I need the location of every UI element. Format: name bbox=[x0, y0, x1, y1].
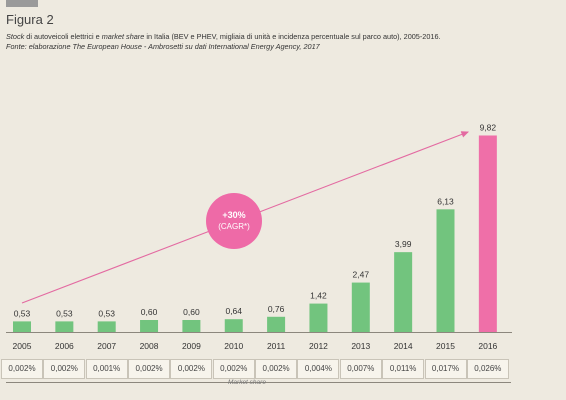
subtitle-part: di autoveicoli elettrici e bbox=[24, 32, 102, 41]
value-label-2013: 2,47 bbox=[353, 270, 370, 280]
bar-2015 bbox=[436, 209, 455, 332]
figure-source: Fonte: elaborazione The European House -… bbox=[6, 42, 320, 51]
header-accent-bar bbox=[6, 0, 38, 7]
value-label-2006: 0,53 bbox=[56, 308, 73, 318]
tick-label-2005: 2005 bbox=[13, 341, 32, 351]
bar-2011 bbox=[267, 316, 286, 332]
market-share-cell-2015: 0,017% bbox=[424, 359, 467, 379]
market-share-cell-2009: 0,002% bbox=[170, 359, 213, 379]
value-label-2008: 0,60 bbox=[141, 307, 158, 317]
bar-2007 bbox=[97, 321, 116, 332]
value-label-2014: 3,99 bbox=[395, 239, 412, 249]
tick-label-2007: 2007 bbox=[97, 341, 116, 351]
bar-2016 bbox=[478, 135, 497, 332]
tick-label-2011: 2011 bbox=[267, 341, 286, 351]
market-share-divider bbox=[6, 382, 511, 383]
value-label-2007: 0,53 bbox=[98, 308, 115, 318]
market-share-cell-2006: 0,002% bbox=[43, 359, 86, 379]
value-label-2016: 9,82 bbox=[480, 122, 497, 132]
tick-label-2012: 2012 bbox=[309, 341, 328, 351]
value-label-2005: 0,53 bbox=[14, 308, 31, 318]
tick-label-2015: 2015 bbox=[436, 341, 455, 351]
figure-subtitle: Stock di autoveicoli elettrici e market … bbox=[6, 32, 441, 42]
value-label-2009: 0,60 bbox=[183, 307, 200, 317]
market-share-cell-2005: 0,002% bbox=[1, 359, 43, 379]
subtitle-part: Stock bbox=[6, 32, 25, 41]
cagr-bubble: +30% (CAGR*) bbox=[206, 193, 262, 249]
market-share-cell-2013: 0,007% bbox=[339, 359, 382, 379]
tick-label-2016: 2016 bbox=[478, 341, 497, 351]
subtitle-part: market share bbox=[101, 32, 145, 41]
bar-2012 bbox=[309, 303, 328, 332]
value-label-2011: 0,76 bbox=[268, 304, 285, 314]
value-label-2010: 0,64 bbox=[225, 306, 242, 316]
bar-2008 bbox=[140, 319, 159, 332]
bar-2014 bbox=[394, 252, 413, 332]
market-share-cell-2014: 0,011% bbox=[382, 359, 425, 379]
value-label-2012: 1,42 bbox=[310, 291, 327, 301]
figure-label: Figura 2 bbox=[6, 12, 54, 27]
subtitle-part: in Italia (BEV e PHEV, migliaia di unità… bbox=[144, 32, 441, 41]
bar-2009 bbox=[182, 319, 201, 332]
market-share-cell-2008: 0,002% bbox=[128, 359, 171, 379]
bar-2010 bbox=[224, 319, 243, 332]
tick-label-2008: 2008 bbox=[140, 341, 159, 351]
tick-label-2014: 2014 bbox=[394, 341, 413, 351]
cagr-label: (CAGR*) bbox=[218, 222, 250, 231]
market-share-cell-2007: 0,001% bbox=[85, 359, 128, 379]
tick-label-2010: 2010 bbox=[224, 341, 243, 351]
market-share-cell-2010: 0,002% bbox=[212, 359, 255, 379]
market-share-cell-2011: 0,002% bbox=[255, 359, 298, 379]
market-share-row: 0,002% 0,002% 0,001% 0,002% 0,002% 0,002% 0,00… bbox=[0, 359, 566, 379]
tick-label-2009: 2009 bbox=[182, 341, 201, 351]
bar-2013 bbox=[351, 282, 370, 332]
bar-2005 bbox=[13, 321, 31, 332]
cagr-value: +30% bbox=[222, 210, 246, 220]
market-share-cell-2016: 0,026% bbox=[466, 359, 509, 379]
market-share-cell-2012: 0,004% bbox=[297, 359, 340, 379]
value-label-2015: 6,13 bbox=[437, 196, 454, 206]
tick-label-2013: 2013 bbox=[351, 341, 370, 351]
bar-2006 bbox=[55, 321, 74, 332]
market-share-caption: Market share bbox=[228, 379, 266, 386]
tick-label-2006: 2006 bbox=[55, 341, 74, 351]
